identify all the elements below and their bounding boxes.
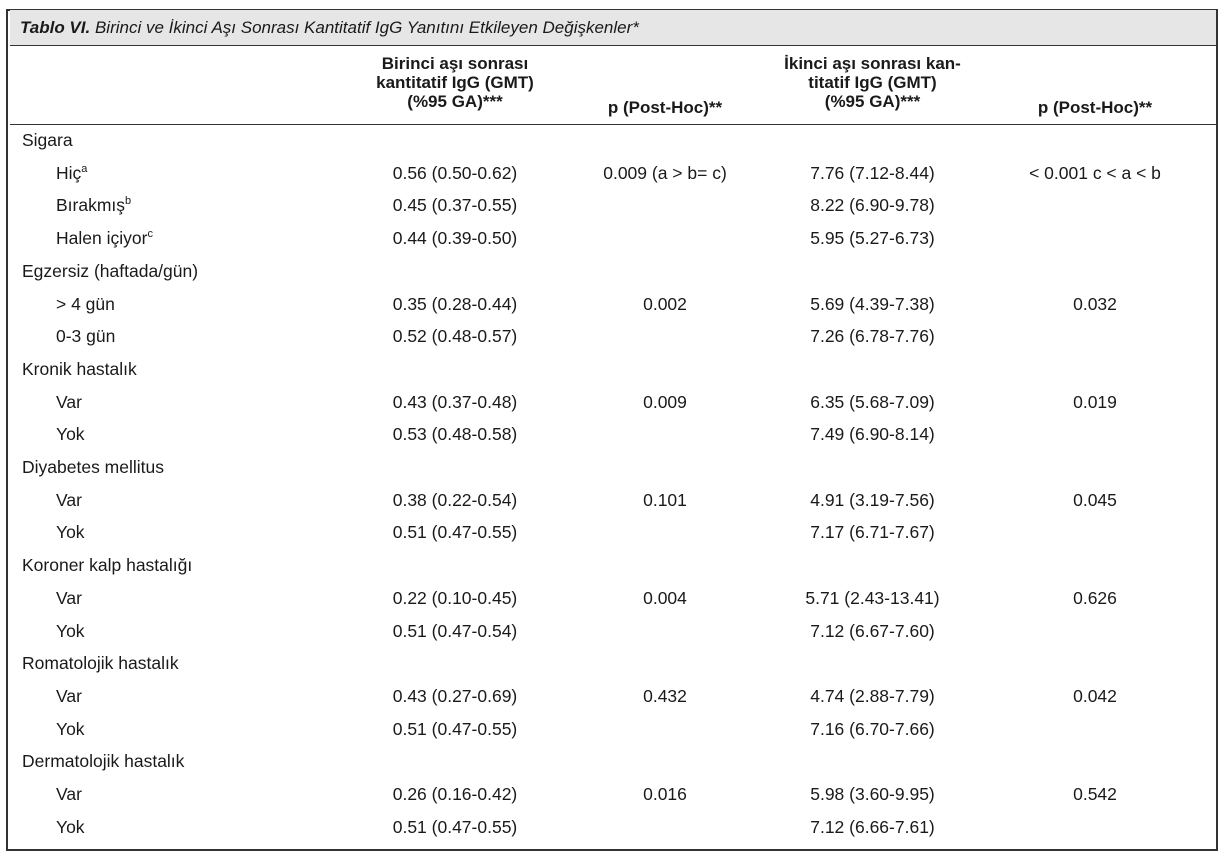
- row-label: Yok: [56, 424, 85, 444]
- second-dose-igg-value: 7.76 (7.12-8.44): [810, 162, 935, 183]
- row-label: Yok: [56, 522, 85, 542]
- first-dose-p-value: 0.101: [643, 489, 687, 510]
- row-label: Var: [56, 784, 82, 804]
- row-label-text: Yok: [56, 620, 85, 641]
- row-label-text: Var: [56, 587, 82, 608]
- row-label: Yok: [56, 719, 85, 739]
- header-rule: [10, 124, 1216, 125]
- header-second-dose: İkinci aşı sonrası kan- titatif IgG (GMT…: [755, 54, 990, 111]
- group-label: Sigara: [22, 130, 73, 150]
- second-dose-p-value: 0.019: [1073, 391, 1117, 412]
- row-label: Yok: [56, 817, 85, 837]
- header-second-dose-line1: İkinci aşı sonrası kan-: [784, 54, 961, 73]
- second-dose-igg-value: 7.16 (6.70-7.66): [810, 718, 935, 739]
- first-dose-igg-value: 0.38 (0.22-0.54): [392, 489, 518, 510]
- row-label-text: Var: [56, 489, 82, 510]
- header-p-posthoc-2: p (Post-Hoc)**: [1037, 98, 1153, 117]
- second-dose-p-value: 0.042: [1073, 685, 1117, 706]
- row-label-text: Yok: [56, 424, 85, 445]
- header-first-dose-line2: kantitatif IgG (GMT): [376, 73, 534, 92]
- row-label-text: Yok: [56, 816, 85, 837]
- second-dose-p-value: 0.032: [1073, 293, 1117, 314]
- first-dose-p-value: 0.009: [643, 391, 687, 412]
- second-dose-igg-value: 8.22 (6.90-9.78): [810, 195, 935, 216]
- header-p-posthoc-1: p (Post-Hoc)**: [607, 98, 723, 117]
- row-label-text: Yok: [56, 718, 85, 739]
- first-dose-igg-value: 0.56 (0.50-0.62): [392, 162, 518, 183]
- second-dose-igg-value: 7.12 (6.67-7.60): [810, 620, 935, 641]
- first-dose-p-value: 0.002: [643, 293, 687, 314]
- group-label: Diyabetes mellitus: [22, 457, 164, 477]
- second-dose-igg-value: 5.69 (4.39-7.38): [810, 293, 935, 314]
- row-label-text: Halen içiyor: [56, 228, 148, 249]
- group-label: Romatolojik hastalık: [22, 653, 179, 674]
- first-dose-p-value: 0.009 (a > b= c): [603, 162, 727, 183]
- second-dose-igg-value: 7.49 (6.90-8.14): [810, 424, 935, 445]
- second-dose-p-value: 0.542: [1073, 784, 1117, 804]
- row-label-superscript: c: [147, 228, 153, 241]
- second-dose-igg-value: 4.74 (2.88-7.79): [810, 685, 935, 706]
- first-dose-igg-value: 0.43 (0.37-0.48): [392, 391, 518, 412]
- row-label: Hiça: [56, 163, 87, 183]
- first-dose-igg-value: 0.45 (0.37-0.55): [392, 195, 518, 216]
- second-dose-igg-value: 7.26 (6.78-7.76): [810, 326, 935, 347]
- first-dose-igg-value: 0.52 (0.48-0.57): [392, 326, 518, 347]
- second-dose-igg-value: 5.95 (5.27-6.73): [810, 228, 935, 249]
- row-label: > 4 gün: [56, 294, 115, 314]
- first-dose-igg-value: 0.53 (0.48-0.58): [392, 424, 518, 445]
- row-label-superscript: a: [81, 162, 88, 175]
- row-label-superscript: b: [125, 195, 132, 208]
- first-dose-p-value: 0.432: [643, 685, 687, 706]
- row-label: Var: [56, 686, 82, 706]
- second-dose-igg-value: 7.12 (6.66-7.61): [810, 816, 935, 837]
- row-label-text: Bırakmış: [56, 195, 126, 216]
- row-label: Var: [56, 588, 82, 608]
- row-label: 0-3 gün: [56, 326, 115, 346]
- second-dose-igg-value: 7.17 (6.71-7.67): [810, 522, 935, 543]
- second-dose-p-value: 0.045: [1073, 489, 1117, 510]
- first-dose-igg-value: 0.35 (0.28-0.44): [392, 293, 518, 314]
- row-label: Var: [56, 490, 82, 510]
- row-label: Halen içiyorc: [56, 228, 153, 248]
- first-dose-igg-value: 0.51 (0.47-0.55): [392, 816, 518, 837]
- table-frame: [6, 9, 1218, 851]
- first-dose-igg-value: 0.44 (0.39-0.50): [392, 228, 518, 249]
- first-dose-p-value: 0.016: [643, 784, 687, 804]
- row-label: Yok: [56, 621, 85, 641]
- caption-text: Birinci ve İkinci Aşı Sonrası Kantitatif…: [94, 18, 639, 37]
- header-first-dose: Birinci aşı sonrası kantitatif IgG (GMT)…: [345, 54, 565, 111]
- first-dose-igg-value: 0.51 (0.47-0.55): [392, 522, 518, 543]
- second-dose-igg-value: 4.91 (3.19-7.56): [810, 489, 935, 510]
- first-dose-igg-value: 0.51 (0.47-0.55): [392, 718, 518, 739]
- group-label: Koroner kalp hastalığı: [22, 555, 193, 576]
- header-first-dose-line3: (%95 GA)***: [407, 92, 503, 111]
- row-label: Var: [56, 392, 82, 412]
- row-label-text: Yok: [56, 522, 85, 543]
- row-label-text: 0-3 gün: [56, 326, 116, 347]
- group-label: Egzersiz (haftada/gün): [22, 260, 199, 281]
- first-dose-igg-value: 0.51 (0.47-0.54): [392, 620, 518, 641]
- second-dose-igg-value: 5.98 (3.60-9.95): [810, 784, 935, 804]
- first-dose-igg-value: 0.26 (0.16-0.42): [392, 784, 518, 804]
- row-label-text: Var: [56, 685, 82, 706]
- first-dose-p-value: 0.004: [643, 587, 687, 608]
- caption-label: Tablo VI.: [20, 18, 91, 37]
- second-dose-p-value: 0.626: [1073, 587, 1117, 608]
- row-label-text: Var: [56, 391, 82, 412]
- header-second-dose-line2: titatif IgG (GMT): [808, 73, 937, 92]
- row-label: Bırakmışb: [56, 195, 131, 215]
- header-second-dose-line3: (%95 GA)***: [824, 92, 921, 111]
- second-dose-p-value: < 0.001 c < a < b: [1029, 162, 1161, 183]
- first-dose-igg-value: 0.43 (0.27-0.69): [392, 685, 518, 706]
- second-dose-igg-value: 6.35 (5.68-7.09): [810, 391, 935, 412]
- row-label-text: > 4 gün: [56, 293, 115, 314]
- group-label: Kronik hastalık: [22, 358, 137, 379]
- row-label-text: Hiç: [56, 162, 82, 183]
- table-caption: Tablo VI. Birinci ve İkinci Aşı Sonrası …: [10, 10, 1216, 46]
- first-dose-igg-value: 0.22 (0.10-0.45): [392, 587, 518, 608]
- second-dose-igg-value: 5.71 (2.43-13.41): [805, 587, 940, 608]
- row-label-text: Var: [56, 784, 82, 804]
- header-first-dose-line1: Birinci aşı sonrası: [381, 54, 529, 73]
- group-label: Dermatolojik hastalık: [22, 751, 185, 772]
